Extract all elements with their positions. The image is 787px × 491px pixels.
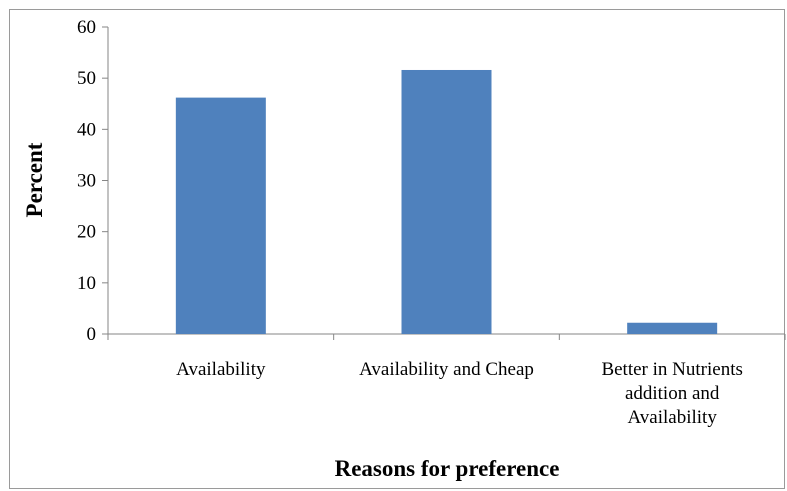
y-axis: 0 10 20 30 40 50 60: [77, 17, 109, 345]
bars: [175, 69, 718, 334]
bar-2: [401, 69, 492, 334]
y-tick-label: 30: [77, 171, 96, 192]
x-category-label: Availability: [176, 359, 266, 380]
chart-frame: [9, 9, 785, 489]
x-axis-title: Reasons for preference: [335, 456, 560, 481]
x-category-label: Availability and Cheap: [359, 359, 534, 380]
bar-1: [175, 97, 266, 334]
x-category-label-line: Better in Nutrients: [601, 359, 742, 380]
y-tick-label: 0: [87, 324, 97, 345]
y-tick-label: 20: [77, 222, 96, 243]
x-category-label-line: Availability: [176, 359, 266, 380]
bar-3: [627, 322, 718, 334]
x-category-label-line: Availability and Cheap: [359, 359, 534, 380]
x-category-label-line: Availability: [627, 407, 717, 428]
x-category-label-line: addition and: [625, 383, 720, 404]
x-category-label: Better in Nutrients addition and Availabil…: [601, 359, 742, 428]
x-axis: Availability Availability and Cheap Better…: [107, 333, 786, 428]
y-tick-label: 40: [77, 119, 96, 140]
y-axis-title: Percent: [22, 142, 47, 217]
y-tick-label: 10: [77, 273, 96, 294]
y-tick-label: 60: [77, 17, 96, 38]
y-tick-label: 50: [77, 68, 96, 89]
